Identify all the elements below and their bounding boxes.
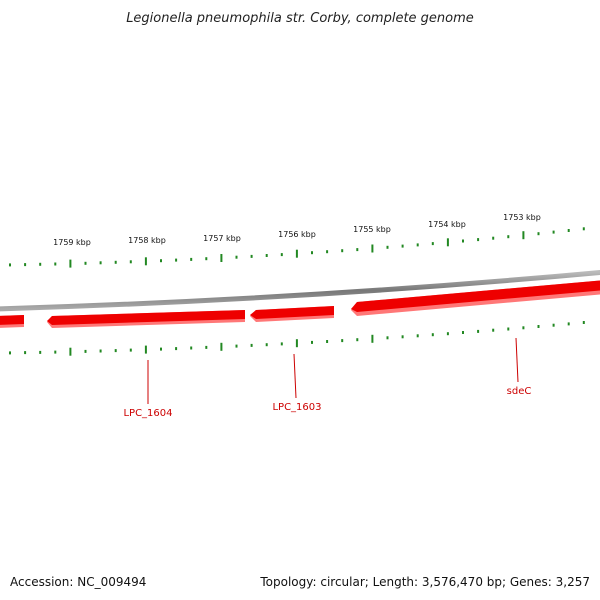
gene-features bbox=[0, 280, 600, 328]
tick-label-1757: 1757 kbp bbox=[203, 234, 241, 243]
tick-label-1754: 1754 kbp bbox=[428, 220, 466, 229]
tick-label-1756: 1756 kbp bbox=[278, 230, 316, 239]
genome-backbone bbox=[0, 269, 600, 312]
tick-label-1759: 1759 kbp bbox=[53, 238, 91, 247]
gene-partial-left bbox=[0, 315, 24, 325]
leader-lpc1603 bbox=[293, 353, 297, 399]
accession-text: Accession: NC_009494 bbox=[10, 575, 146, 589]
upper-tick-ruler bbox=[9, 227, 585, 268]
leader-sdec bbox=[515, 337, 519, 383]
gene-label-lpc1603: LPC_1603 bbox=[272, 402, 321, 413]
gene-lpc1604[interactable] bbox=[47, 310, 245, 325]
tick-label-1753: 1753 kbp bbox=[503, 213, 541, 222]
gene-label-lpc1604: LPC_1604 bbox=[123, 408, 172, 419]
gene-leader-lines bbox=[147, 337, 519, 404]
gene-sdec[interactable] bbox=[351, 280, 600, 312]
tick-label-1758: 1758 kbp bbox=[128, 236, 166, 245]
tick-labels: 1759 kbp 1758 kbp 1757 kbp 1756 kbp 1755… bbox=[53, 213, 541, 247]
map-title: Legionella pneumophila str. Corby, compl… bbox=[126, 11, 474, 26]
genome-summary-text: Topology: circular; Length: 3,576,470 bp… bbox=[259, 575, 590, 589]
gene-labels: LPC_1604 LPC_1603 sdeC bbox=[123, 386, 531, 419]
lower-tick-ruler bbox=[9, 321, 585, 356]
tick-label-1755: 1755 kbp bbox=[353, 225, 391, 234]
gene-lpc1603[interactable] bbox=[250, 306, 334, 319]
gene-label-sdec: sdeC bbox=[507, 386, 532, 397]
